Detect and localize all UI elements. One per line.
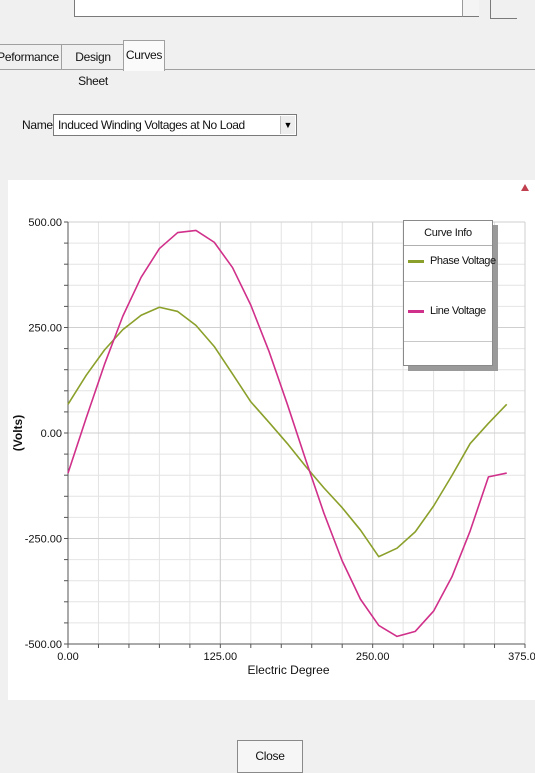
tab-curves[interactable]: Curves — [123, 40, 165, 71]
top-side-button[interactable] — [490, 0, 517, 19]
legend-item-line: Line Voltage — [408, 305, 486, 317]
y-tick-label: 0.00 — [41, 428, 62, 440]
x-tick-label: 250.00 — [356, 651, 390, 663]
legend-item-phase: Phase Voltage — [408, 255, 496, 267]
curve-name-value: Induced Winding Voltages at No Load — [58, 118, 245, 132]
legend-swatch-phase — [408, 259, 424, 263]
name-label: Name: — [22, 118, 56, 132]
legend-title: Curve Info — [404, 221, 492, 246]
legend-divider — [404, 281, 492, 282]
legend-label-phase: Phase Voltage — [430, 255, 496, 267]
tab-bar: Peformance Design Sheet Curves — [0, 40, 535, 88]
series-line-line-voltage — [67, 229, 507, 638]
curve-name-select[interactable]: Induced Winding Voltages at No Load ▼ — [53, 114, 297, 136]
legend-divider — [404, 341, 492, 342]
scroll-up-icon[interactable] — [521, 184, 529, 191]
chevron-down-icon[interactable]: ▼ — [280, 116, 295, 134]
x-tick-label: 375.00 — [508, 651, 535, 663]
legend-label-line: Line Voltage — [430, 305, 486, 317]
legend: Curve Info Phase Voltage Line Voltage — [403, 220, 496, 366]
y-tick-label: -500.00 — [25, 639, 62, 651]
top-field-dropdown-button[interactable] — [462, 0, 479, 17]
top-input-field[interactable] — [74, 0, 479, 17]
close-button[interactable]: Close — [237, 740, 303, 773]
top-toolbar-strip — [0, 0, 535, 26]
series-line-phase-voltage — [67, 306, 508, 558]
x-axis-label: Electric Degree — [247, 663, 329, 677]
x-tick-label: 125.00 — [204, 651, 238, 663]
y-tick-label: 250.00 — [28, 323, 62, 335]
legend-swatch-line — [408, 309, 424, 313]
chart-panel: 0.00 125.00 250.00 375.00 500.00 250.00 0.00 -2… — [8, 180, 535, 700]
y-axis-label: (Volts) — [11, 415, 25, 451]
x-tick-label: 0.00 — [57, 651, 78, 663]
y-tick-label: -250.00 — [25, 534, 62, 546]
tab-performance[interactable]: Peformance — [0, 44, 62, 70]
y-tick-label: 500.00 — [28, 217, 62, 229]
tab-design-sheet[interactable]: Design Sheet — [61, 44, 125, 88]
